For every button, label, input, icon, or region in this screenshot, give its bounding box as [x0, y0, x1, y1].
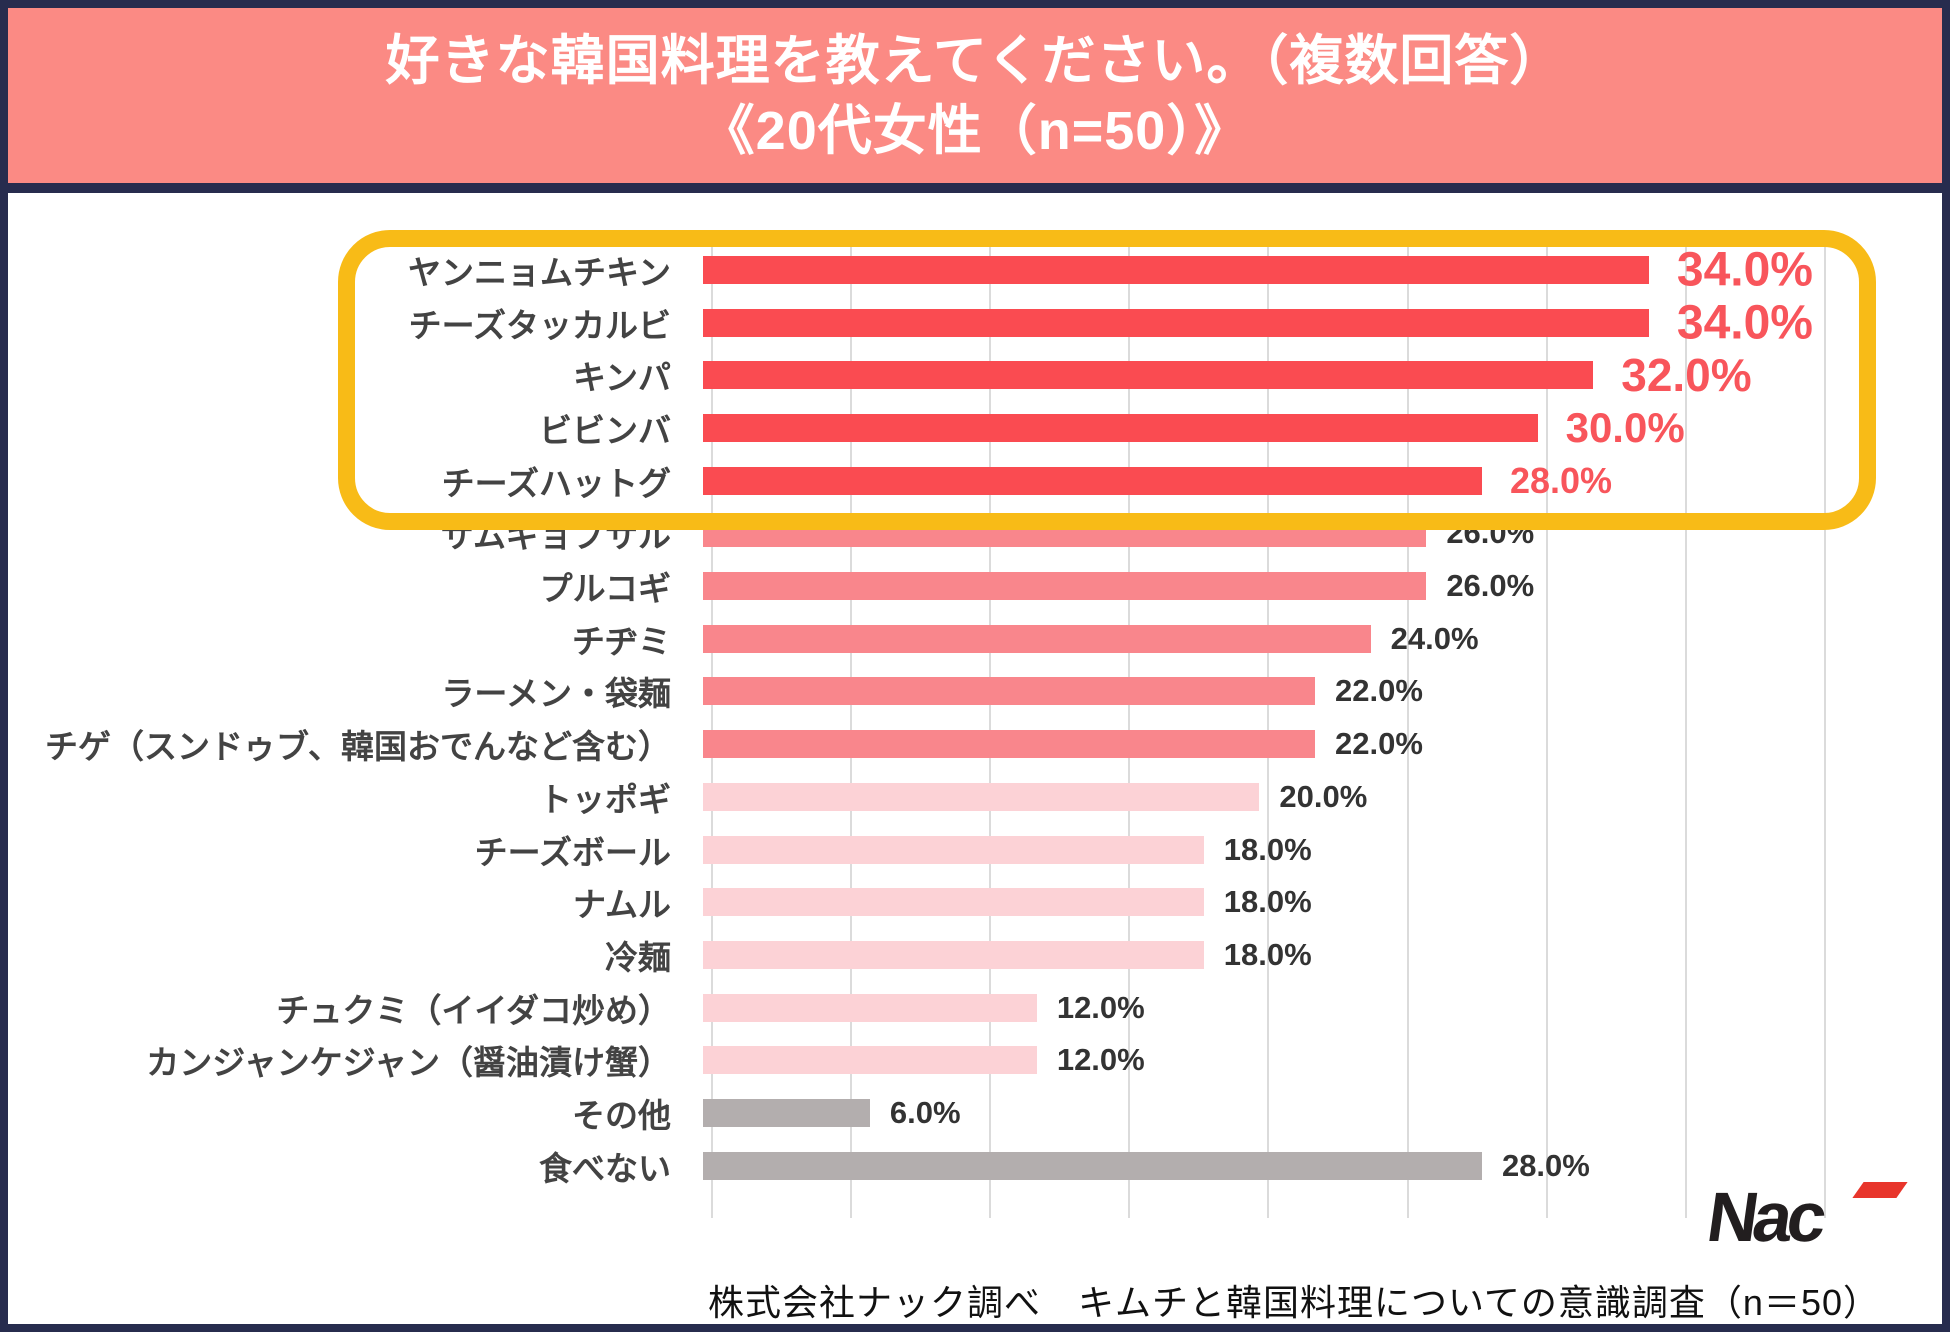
bar	[703, 414, 1538, 442]
bar-area: 34.0%	[703, 243, 1942, 297]
bar-area: 30.0%	[703, 402, 1942, 455]
category-label: チーズボール	[474, 833, 671, 871]
chart-row: ラーメン・袋麺 22.0%	[8, 665, 1942, 718]
category-label: チーズタッカルビ	[408, 306, 671, 344]
category-label: チュクミ（イイダコ炒め）	[276, 991, 671, 1029]
chart-row: 食べない 28.0%	[8, 1139, 1942, 1192]
nac-logo-text: Nac	[1702, 1178, 1827, 1256]
chart-row: その他 6.0%	[8, 1087, 1942, 1140]
chart-row: チゲ（スンドゥブ、韓国おでんなど含む） 22.0%	[8, 718, 1942, 771]
value-label: 26.0%	[1446, 568, 1535, 604]
bar	[703, 835, 1204, 864]
category-label: チヂミ	[572, 622, 671, 660]
chart-row: チュクミ（イイダコ炒め） 12.0%	[8, 981, 1942, 1034]
bar	[703, 1046, 1037, 1075]
value-label: 26.0%	[1446, 515, 1535, 551]
bar-area: 26.0%	[703, 560, 1942, 613]
bar	[703, 888, 1204, 917]
bar	[703, 624, 1371, 653]
bar-area: 32.0%	[703, 349, 1942, 402]
bar	[703, 255, 1649, 284]
value-label: 22.0%	[1335, 726, 1423, 762]
bar-area: 20.0%	[703, 770, 1942, 823]
bar-area: 18.0%	[703, 929, 1942, 982]
chart-row: チーズハットグ 28.0%	[8, 454, 1942, 507]
category-label: カンジャンケジャン（醤油漬け蟹）	[146, 1044, 671, 1082]
page-title-line1: 好きな韓国料理を教えてください。（複数回答）	[385, 30, 1565, 91]
page-title-line2: 《20代女性（n=50）》	[700, 100, 1250, 161]
category-label: プルコギ	[539, 570, 671, 608]
bar	[703, 940, 1204, 969]
category-label: 食べない	[539, 1149, 671, 1187]
bar	[703, 1098, 870, 1127]
bar-area: 6.0%	[703, 1087, 1942, 1140]
chart-row: チーズタッカルビ 34.0%	[8, 296, 1942, 349]
bar-area: 34.0%	[703, 296, 1942, 349]
value-label: 24.0%	[1390, 620, 1479, 656]
bar	[703, 677, 1316, 706]
category-label: トッポギ	[539, 780, 671, 818]
title-band: 好きな韓国料理を教えてください。（複数回答） 《20代女性（n=50）》	[8, 8, 1942, 193]
chart-row: プルコギ 26.0%	[8, 560, 1942, 613]
chart-rows: ヤンニョムチキン 34.0% チーズタッカルビ 34.0% キンパ 32.0% ビビンバ 30…	[8, 243, 1942, 1192]
bar	[703, 993, 1037, 1022]
value-label: 18.0%	[1223, 936, 1312, 972]
category-label: ラーメン・袋麺	[441, 675, 671, 713]
value-label: 6.0%	[889, 1094, 961, 1130]
category-label: サムギョプサル	[440, 517, 671, 555]
category-label: ビビンバ	[539, 412, 671, 449]
category-label: ヤンニョムチキン	[407, 253, 671, 291]
bar	[703, 361, 1594, 390]
bar	[703, 308, 1649, 337]
chart-row: ビビンバ 30.0%	[8, 402, 1942, 455]
value-label: 28.0%	[1509, 459, 1613, 501]
chart-row: ヤンニョムチキン 34.0%	[8, 243, 1942, 297]
category-label: ナムル	[572, 886, 671, 924]
bar	[703, 730, 1316, 759]
source-note: 株式会社ナック調べ キムチと韓国料理についての意識調査（n＝50）	[708, 1282, 1880, 1323]
value-label: 20.0%	[1279, 778, 1368, 814]
bar	[703, 572, 1427, 601]
nac-logo-red-accent-icon	[1852, 1182, 1908, 1198]
value-label: 12.0%	[1056, 989, 1145, 1025]
value-label: 22.0%	[1335, 673, 1423, 709]
category-label: チゲ（スンドゥブ、韓国おでんなど含む）	[44, 728, 671, 766]
value-label: 34.0%	[1676, 296, 1813, 350]
bar-area: 22.0%	[703, 665, 1942, 718]
value-label: 28.0%	[1501, 1147, 1590, 1183]
category-label: その他	[572, 1096, 671, 1134]
value-label: 12.0%	[1056, 1042, 1145, 1078]
bar-area: 22.0%	[703, 718, 1942, 771]
bar	[703, 1151, 1482, 1180]
bar-area: 12.0%	[703, 1034, 1942, 1087]
chart-row: ナムル 18.0%	[8, 876, 1942, 929]
chart-row: 冷麺 18.0%	[8, 929, 1942, 982]
chart-row: チヂミ 24.0%	[8, 612, 1942, 665]
bar-area: 18.0%	[703, 876, 1942, 929]
chart-row: トッポギ 20.0%	[8, 770, 1942, 823]
bar-area: 26.0%	[703, 507, 1942, 560]
value-label: 18.0%	[1223, 884, 1312, 920]
value-label: 32.0%	[1621, 349, 1752, 402]
category-label: チーズハットグ	[441, 464, 671, 502]
bar-area: 28.0%	[703, 454, 1942, 507]
chart-row: キンパ 32.0%	[8, 349, 1942, 402]
value-label: 18.0%	[1223, 831, 1312, 867]
category-label: キンパ	[572, 359, 671, 397]
bar-area: 28.0%	[703, 1139, 1942, 1192]
bar	[703, 519, 1427, 548]
bar	[703, 466, 1482, 495]
chart-row: サムギョプサル 26.0%	[8, 507, 1942, 560]
chart-row: チーズボール 18.0%	[8, 823, 1942, 876]
bar	[703, 782, 1260, 811]
bar-area: 18.0%	[703, 823, 1942, 876]
bar-area: 24.0%	[703, 612, 1942, 665]
value-label: 34.0%	[1676, 243, 1813, 297]
chart-row: カンジャンケジャン（醤油漬け蟹） 12.0%	[8, 1034, 1942, 1087]
bar-area: 12.0%	[703, 981, 1942, 1034]
value-label: 30.0%	[1565, 404, 1685, 451]
category-label: 冷麺	[605, 938, 671, 976]
nac-logo: Nac	[1703, 1178, 1918, 1256]
